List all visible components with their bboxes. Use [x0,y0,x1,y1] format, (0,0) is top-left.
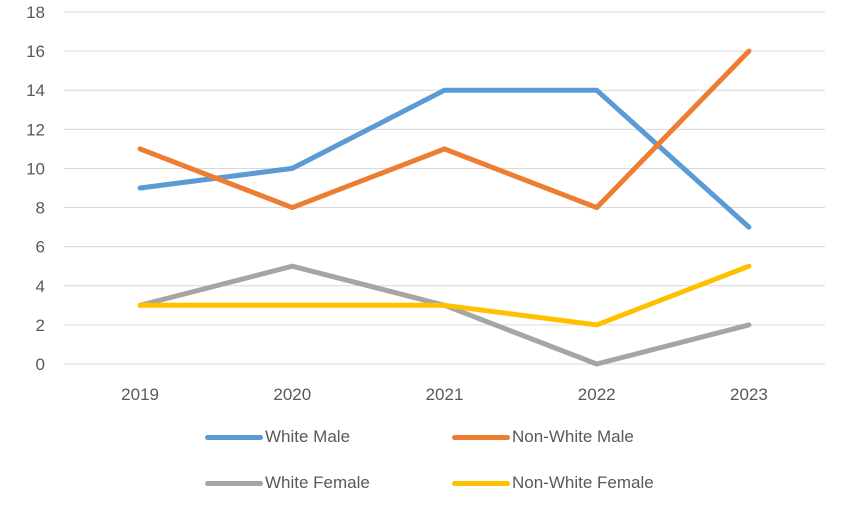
y-tick-label: 12 [26,120,45,139]
y-tick-label: 2 [36,316,45,335]
series-line-non-white-female [137,263,752,328]
x-axis-ticks: 2019 2020 2021 2022 2023 [121,385,768,404]
legend-item-non-white-male: Non-White Male [452,427,634,447]
x-tick-label: 2023 [730,385,768,404]
legend-label-non-white-male: Non-White Male [512,427,634,446]
series-line-white-male [137,87,752,230]
gridlines [64,11,825,365]
x-tick-label: 2022 [578,385,616,404]
x-tick-label: 2020 [273,385,311,404]
y-tick-label: 14 [26,81,45,100]
legend-item-white-male: White Male [205,427,350,447]
legend-label-white-female: White Female [265,473,370,492]
legend-swatch-white-male [205,434,263,440]
legend-item-non-white-female: Non-White Female [452,473,654,493]
series-line-white-female [137,263,752,367]
y-tick-label: 18 [26,3,45,22]
series-line-non-white-male [137,48,752,211]
legend-label-white-male: White Male [265,427,351,446]
y-tick-label: 0 [36,355,45,374]
legend-swatch-non-white-female [452,480,510,486]
y-tick-label: 8 [36,199,45,218]
y-tick-label: 16 [26,42,45,61]
x-tick-label: 2021 [426,385,464,404]
y-tick-label: 6 [36,238,45,257]
legend-swatch-white-female [205,480,263,486]
y-tick-label: 10 [26,159,45,178]
y-axis-ticks: 0 2 4 6 8 10 12 14 16 18 [26,3,45,374]
legend-swatch-non-white-male [452,434,510,440]
x-tick-label: 2019 [121,385,159,404]
series-lines [137,48,752,367]
legend-label-non-white-female: Non-White Female [512,473,654,492]
y-tick-label: 4 [36,277,45,296]
legend-item-white-female: White Female [205,473,370,493]
